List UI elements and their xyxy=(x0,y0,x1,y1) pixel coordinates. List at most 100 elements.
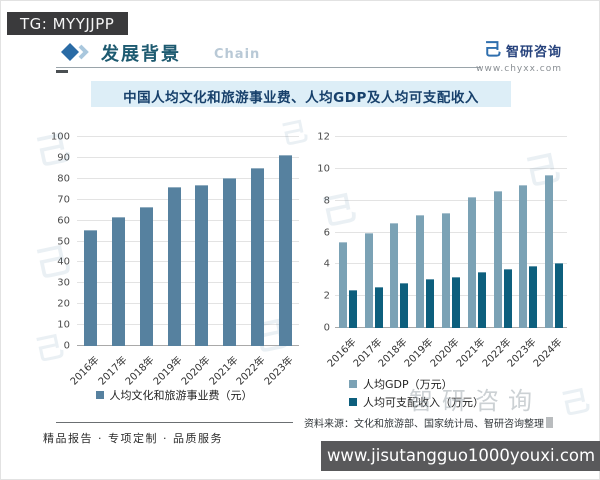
left-chart-legend: 人均文化和旅游事业费（元） xyxy=(47,387,301,403)
x-tick-label: 2020年 xyxy=(179,354,213,388)
bar-2018年 xyxy=(400,283,409,328)
y-tick-label: 60 xyxy=(57,215,70,227)
y-tick-label: 30 xyxy=(57,277,70,289)
bar-2023年 xyxy=(278,155,292,346)
x-tick-label: 2019年 xyxy=(151,354,185,388)
data-source-text: 资料来源：文化和旅游部、国家统计局、智研咨询整理 xyxy=(304,419,544,430)
header-divider xyxy=(56,67,481,68)
diamond-bullet-icon xyxy=(61,42,89,66)
bar-2019年 xyxy=(426,278,435,328)
y-tick-label: 10 xyxy=(57,319,70,331)
bar-2021年 xyxy=(223,177,237,346)
brand-name: 智研咨询 xyxy=(505,45,562,60)
bar-2016年 xyxy=(338,242,347,328)
bar-2017年 xyxy=(112,217,126,346)
x-tick-label: 2023年 xyxy=(262,354,296,388)
zhiyan-logo-icon: 己 xyxy=(483,40,501,60)
right-chart-plot-area xyxy=(335,136,567,328)
bar-2016年 xyxy=(348,289,357,328)
x-tick-label: 2024年 xyxy=(531,336,565,370)
right-chart-legend-gdp: 人均GDP（万元） xyxy=(349,376,453,392)
bar-2019年 xyxy=(416,215,425,328)
gridline xyxy=(77,219,299,221)
footer-divider xyxy=(56,422,293,423)
x-tick-label: 2017年 xyxy=(96,354,130,388)
bar-2022年 xyxy=(250,167,264,346)
chart-tourism-expense: 0 10 20 30 40 50 60 70 80 90 100 2016年 2017年 2018年 20… xyxy=(47,131,301,421)
right-chart-y-axis: 0 2 4 6 8 10 12 xyxy=(307,132,333,334)
gridline xyxy=(335,136,567,137)
watermark-chain-text: Chain xyxy=(214,47,261,62)
y-tick-label: 6 xyxy=(323,227,330,238)
gridline xyxy=(77,136,299,137)
legend-swatch-income xyxy=(349,398,357,406)
y-tick-label: 12 xyxy=(317,131,330,143)
x-tick-label: 2022年 xyxy=(235,354,268,388)
bar-2024年 xyxy=(555,262,564,328)
y-tick-label: 50 xyxy=(57,236,70,247)
legend-label-gdp: 人均GDP（万元） xyxy=(363,378,453,391)
y-tick-label: 100 xyxy=(50,131,70,143)
gridline xyxy=(335,295,567,297)
left-chart-plot-area xyxy=(77,136,299,346)
y-tick-label: 8 xyxy=(323,195,330,207)
gridline xyxy=(77,282,299,284)
bar-2019年 xyxy=(167,187,181,346)
chart-main-title: 中国人均文化和旅游事业费、人均GDP及人均可支配收入 xyxy=(91,81,511,107)
tg-badge: TG: MYYJJPP xyxy=(7,12,129,35)
bar-2024年 xyxy=(545,175,554,328)
x-tick-label: 2018年 xyxy=(124,354,157,388)
legend-swatch-gdp xyxy=(349,380,357,388)
gridline xyxy=(335,199,567,201)
gridline xyxy=(77,156,299,158)
gridline xyxy=(77,303,299,305)
x-axis-line xyxy=(335,327,567,328)
y-tick-label: 40 xyxy=(57,256,70,268)
bar-2022年 xyxy=(493,191,502,328)
bar-2021年 xyxy=(467,197,476,328)
y-tick-label: 0 xyxy=(63,340,70,352)
source-endmark xyxy=(546,417,553,428)
y-tick-label: 70 xyxy=(57,194,70,206)
x-axis-line xyxy=(77,345,299,346)
gridline xyxy=(77,324,299,326)
gridline xyxy=(77,198,299,200)
bar-2017年 xyxy=(364,232,373,328)
bar-2020年 xyxy=(452,277,461,328)
y-tick-label: 20 xyxy=(57,298,70,310)
gridline xyxy=(335,231,567,233)
bar-2017年 xyxy=(374,286,383,328)
gridline xyxy=(335,263,567,265)
y-tick-label: 10 xyxy=(317,163,330,175)
y-tick-label: 90 xyxy=(57,152,70,164)
chart-gdp-income: 0 2 4 6 8 10 12 2016年 2017年 2018年 2019年 2020年 2021年… xyxy=(307,131,573,421)
left-chart-bars xyxy=(77,137,299,346)
right-chart-x-axis-labels: 2016年 2017年 2018年 2019年 2020年 2021年 2022年 2023年… xyxy=(326,331,567,376)
bar-2020年 xyxy=(442,213,451,328)
x-tick-label: 2016年 xyxy=(325,336,359,370)
bar-2023年 xyxy=(519,184,528,328)
bar-2020年 xyxy=(195,184,209,346)
bar-2018年 xyxy=(139,207,153,346)
y-tick-label: 0 xyxy=(323,322,330,334)
bar-2016年 xyxy=(84,229,98,346)
legend-label-income: 人均可支配收入（万元） xyxy=(363,396,484,409)
bar-2021年 xyxy=(477,272,486,328)
x-tick-label: 2021年 xyxy=(207,354,241,388)
x-tick-label: 2016年 xyxy=(68,354,102,388)
left-chart-y-axis: 0 10 20 30 40 50 60 70 80 90 100 xyxy=(47,132,73,352)
brand-website: www.chyxx.com xyxy=(476,64,562,74)
data-source-note: 资料来源：文化和旅游部、国家统计局、智研咨询整理 xyxy=(304,415,553,430)
legend-label-tourism: 人均文化和旅游事业费（元） xyxy=(109,389,253,402)
bar-2018年 xyxy=(390,222,399,328)
right-chart-bars xyxy=(335,137,567,328)
y-tick-label: 2 xyxy=(323,290,330,302)
bar-2022年 xyxy=(503,269,512,328)
bar-2023年 xyxy=(529,265,538,328)
brand-block: 己 智研咨询 www.chyxx.com xyxy=(476,40,562,75)
right-chart-legend-income: 人均可支配收入（万元） xyxy=(349,394,484,410)
y-tick-label: 80 xyxy=(57,173,70,185)
gridline xyxy=(77,177,299,179)
bottom-url-bar: www.jisutangguo1000youxi.com xyxy=(321,441,600,471)
